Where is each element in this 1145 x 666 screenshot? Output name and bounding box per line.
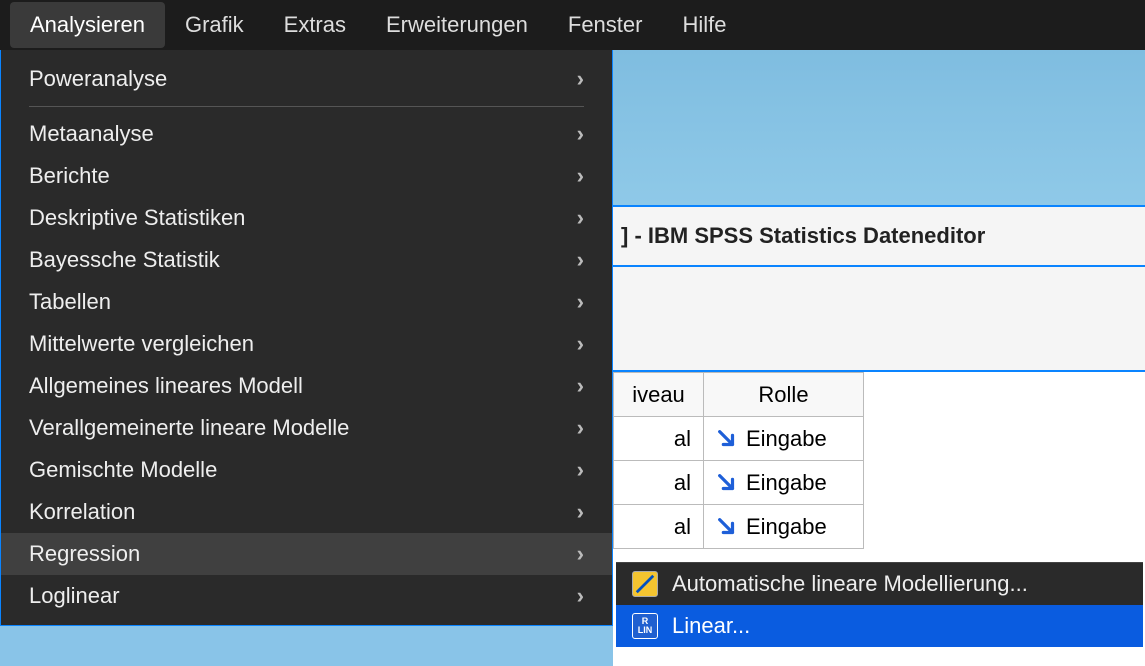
- item-label: Verallgemeinerte lineare Modelle: [29, 415, 349, 441]
- item-label: Korrelation: [29, 499, 135, 525]
- dropdown-mittelwerte[interactable]: Mittelwerte vergleichen ›: [1, 323, 612, 365]
- dropdown-berichte[interactable]: Berichte ›: [1, 155, 612, 197]
- menu-hilfe[interactable]: Hilfe: [662, 2, 746, 48]
- data-table: iveau Rolle al Eingabe al: [613, 372, 864, 549]
- item-label: Loglinear: [29, 583, 120, 609]
- dropdown-metaanalyse[interactable]: Metaanalyse ›: [1, 113, 612, 155]
- submenu-label: Automatische lineare Modellierung...: [672, 571, 1028, 597]
- role-label: Eingabe: [746, 514, 827, 540]
- analysieren-dropdown: Poweranalyse › Metaanalyse › Berichte › …: [0, 50, 613, 626]
- menu-fenster[interactable]: Fenster: [548, 2, 663, 48]
- submenu-auto-linear[interactable]: Automatische lineare Modellierung...: [616, 563, 1143, 605]
- cell-rolle[interactable]: Eingabe: [704, 417, 864, 461]
- desktop-background: [613, 50, 1145, 205]
- table-row[interactable]: al Eingabe: [614, 417, 864, 461]
- cell-niveau[interactable]: al: [614, 505, 704, 549]
- chevron-right-icon: ›: [577, 121, 584, 147]
- data-table-area: iveau Rolle al Eingabe al: [613, 372, 1145, 549]
- dropdown-regression[interactable]: Regression ›: [1, 533, 612, 575]
- dropdown-glm[interactable]: Verallgemeinerte lineare Modelle ›: [1, 407, 612, 449]
- item-label: Deskriptive Statistiken: [29, 205, 245, 231]
- chevron-right-icon: ›: [577, 247, 584, 273]
- chevron-right-icon: ›: [577, 205, 584, 231]
- item-label: Poweranalyse: [29, 66, 167, 92]
- input-arrow-icon: [716, 516, 738, 538]
- role-label: Eingabe: [746, 470, 827, 496]
- menu-analysieren[interactable]: Analysieren: [10, 2, 165, 48]
- item-label: Gemischte Modelle: [29, 457, 217, 483]
- item-label: Mittelwerte vergleichen: [29, 331, 254, 357]
- input-arrow-icon: [716, 428, 738, 450]
- table-row[interactable]: al Eingabe: [614, 505, 864, 549]
- item-label: Allgemeines lineares Modell: [29, 373, 303, 399]
- divider: [29, 106, 584, 107]
- chevron-right-icon: ›: [577, 415, 584, 441]
- dropdown-poweranalyse[interactable]: Poweranalyse ›: [1, 58, 612, 100]
- chevron-right-icon: ›: [577, 331, 584, 357]
- dropdown-loglinear[interactable]: Loglinear ›: [1, 575, 612, 617]
- table-row[interactable]: al Eingabe: [614, 461, 864, 505]
- dropdown-alm[interactable]: Allgemeines lineares Modell ›: [1, 365, 612, 407]
- menu-extras[interactable]: Extras: [264, 2, 366, 48]
- dropdown-deskriptive[interactable]: Deskriptive Statistiken ›: [1, 197, 612, 239]
- dropdown-bayessche[interactable]: Bayessche Statistik ›: [1, 239, 612, 281]
- chevron-right-icon: ›: [577, 457, 584, 483]
- submenu-label: Linear...: [672, 613, 750, 639]
- dropdown-gemischte[interactable]: Gemischte Modelle ›: [1, 449, 612, 491]
- chevron-right-icon: ›: [577, 163, 584, 189]
- chevron-right-icon: ›: [577, 541, 584, 567]
- dropdown-korrelation[interactable]: Korrelation ›: [1, 491, 612, 533]
- item-label: Berichte: [29, 163, 110, 189]
- cell-rolle[interactable]: Eingabe: [704, 505, 864, 549]
- chevron-right-icon: ›: [577, 66, 584, 92]
- submenu-linear[interactable]: RLIN Linear...: [616, 605, 1143, 647]
- window-title: ] - IBM SPSS Statistics Dateneditor: [621, 223, 985, 249]
- toolbar: [613, 267, 1145, 372]
- item-label: Bayessche Statistik: [29, 247, 220, 273]
- dropdown-tabellen[interactable]: Tabellen ›: [1, 281, 612, 323]
- window-titlebar: ] - IBM SPSS Statistics Dateneditor: [613, 205, 1145, 265]
- menubar: Analysieren Grafik Extras Erweiterungen …: [0, 0, 1145, 50]
- chevron-right-icon: ›: [577, 289, 584, 315]
- role-label: Eingabe: [746, 426, 827, 452]
- chevron-right-icon: ›: [577, 499, 584, 525]
- cell-niveau[interactable]: al: [614, 417, 704, 461]
- menu-grafik[interactable]: Grafik: [165, 2, 264, 48]
- col-header-niveau[interactable]: iveau: [614, 373, 704, 417]
- item-label: Tabellen: [29, 289, 111, 315]
- linear-icon: RLIN: [632, 613, 658, 639]
- menu-erweiterungen[interactable]: Erweiterungen: [366, 2, 548, 48]
- item-label: Regression: [29, 541, 140, 567]
- regression-submenu: Automatische lineare Modellierung... RLI…: [616, 562, 1143, 647]
- cell-rolle[interactable]: Eingabe: [704, 461, 864, 505]
- input-arrow-icon: [716, 472, 738, 494]
- item-label: Metaanalyse: [29, 121, 154, 147]
- col-header-rolle[interactable]: Rolle: [704, 373, 864, 417]
- chevron-right-icon: ›: [577, 583, 584, 609]
- auto-linear-icon: [632, 571, 658, 597]
- chevron-right-icon: ›: [577, 373, 584, 399]
- cell-niveau[interactable]: al: [614, 461, 704, 505]
